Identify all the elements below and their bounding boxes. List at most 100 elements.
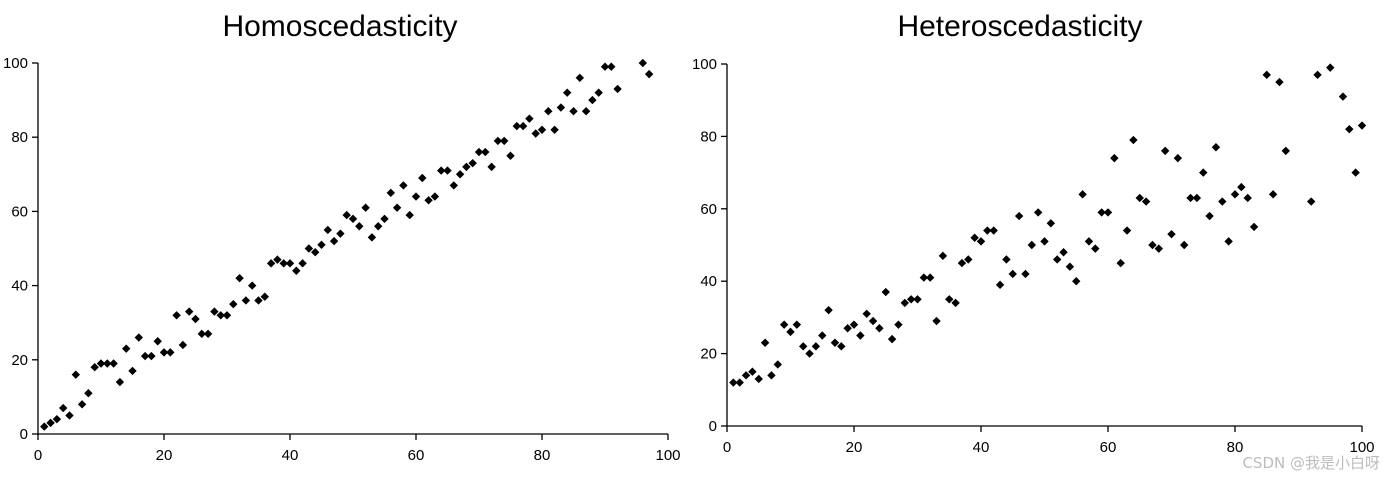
data-point [805, 349, 814, 358]
data-point [837, 342, 846, 351]
data-point [474, 147, 484, 157]
data-point [957, 258, 967, 268]
data-point [569, 107, 578, 116]
y-tick-label: 40 [11, 278, 28, 295]
data-point [729, 378, 738, 387]
x-tick-label: 80 [1227, 439, 1244, 456]
data-point [1275, 77, 1284, 87]
data-point [392, 203, 402, 212]
data-point [1218, 197, 1227, 206]
y-tick-label: 40 [700, 273, 717, 290]
data-point [292, 266, 301, 275]
data-point [386, 188, 395, 198]
data-point [875, 324, 884, 333]
data-point [544, 107, 553, 116]
y-tick-label: 80 [11, 129, 28, 146]
data-point [894, 320, 903, 329]
data-point [506, 151, 515, 160]
data-point [380, 214, 389, 224]
y-tick-label: 0 [20, 426, 28, 443]
data-point [556, 103, 566, 112]
y-tick-label: 60 [700, 201, 717, 218]
data-point [1199, 168, 1208, 177]
data-point [1249, 222, 1259, 232]
data-point [229, 299, 238, 309]
data-point [881, 287, 890, 297]
chart-title: Homoscedasticity [222, 10, 457, 43]
data-point [906, 295, 916, 304]
data-point [1135, 193, 1144, 203]
data-point [355, 222, 364, 231]
data-point [122, 344, 131, 353]
data-point [96, 359, 106, 368]
data-point [84, 388, 93, 398]
data-point [342, 210, 351, 220]
data-point [767, 371, 776, 380]
data-point [59, 403, 68, 413]
data-point [951, 298, 960, 308]
data-point [1205, 211, 1214, 221]
data-point [109, 359, 118, 368]
data-point [241, 296, 251, 305]
data-point [900, 298, 909, 308]
data-point [1014, 211, 1024, 221]
x-tick-label: 20 [846, 439, 863, 456]
x-tick-label: 0 [34, 447, 42, 464]
data-point [512, 121, 521, 131]
data-point [1351, 168, 1360, 177]
data-point [1046, 219, 1056, 228]
data-point [1110, 153, 1119, 163]
data-point [868, 316, 878, 326]
data-point [367, 233, 377, 242]
data-point [323, 225, 332, 235]
data-point [418, 173, 427, 183]
data-point [1040, 237, 1049, 246]
data-point [760, 338, 770, 347]
data-point [493, 136, 503, 146]
data-point [856, 331, 865, 340]
x-tick-label: 20 [156, 447, 173, 464]
data-point [1230, 190, 1240, 199]
data-point [1141, 197, 1151, 206]
data-point [1122, 226, 1132, 235]
data-point [843, 324, 852, 333]
data-point [405, 210, 414, 220]
data-point [348, 214, 358, 224]
data-point [329, 236, 339, 246]
data-point [1059, 248, 1068, 257]
data-point [191, 314, 200, 324]
x-tick-label: 100 [1349, 439, 1374, 456]
data-point [210, 307, 219, 316]
data-point [518, 121, 528, 131]
data-point [399, 181, 408, 190]
data-point [550, 125, 559, 134]
data-point [1065, 262, 1075, 271]
data-point [862, 309, 871, 318]
data-point [613, 84, 622, 94]
data-point [600, 62, 610, 71]
data-point [1002, 255, 1011, 264]
data-point [411, 192, 421, 201]
data-point [1154, 244, 1163, 253]
data-point [487, 162, 496, 172]
data-point [1281, 146, 1290, 156]
data-point [424, 196, 433, 205]
data-point [773, 360, 782, 369]
data-point [887, 334, 897, 344]
data-point [525, 114, 534, 123]
data-point [932, 316, 941, 326]
x-tick-label: 60 [1100, 439, 1117, 456]
data-point [594, 88, 603, 97]
data-point [134, 333, 143, 342]
data-point [216, 311, 225, 320]
data-point [1192, 193, 1202, 203]
data-point [1097, 208, 1106, 217]
data-point [449, 181, 458, 190]
data-point [285, 259, 295, 268]
data-point [741, 371, 751, 380]
data-point [1243, 193, 1252, 203]
data-point [203, 329, 213, 339]
data-point [159, 348, 169, 357]
data-point [786, 327, 795, 337]
